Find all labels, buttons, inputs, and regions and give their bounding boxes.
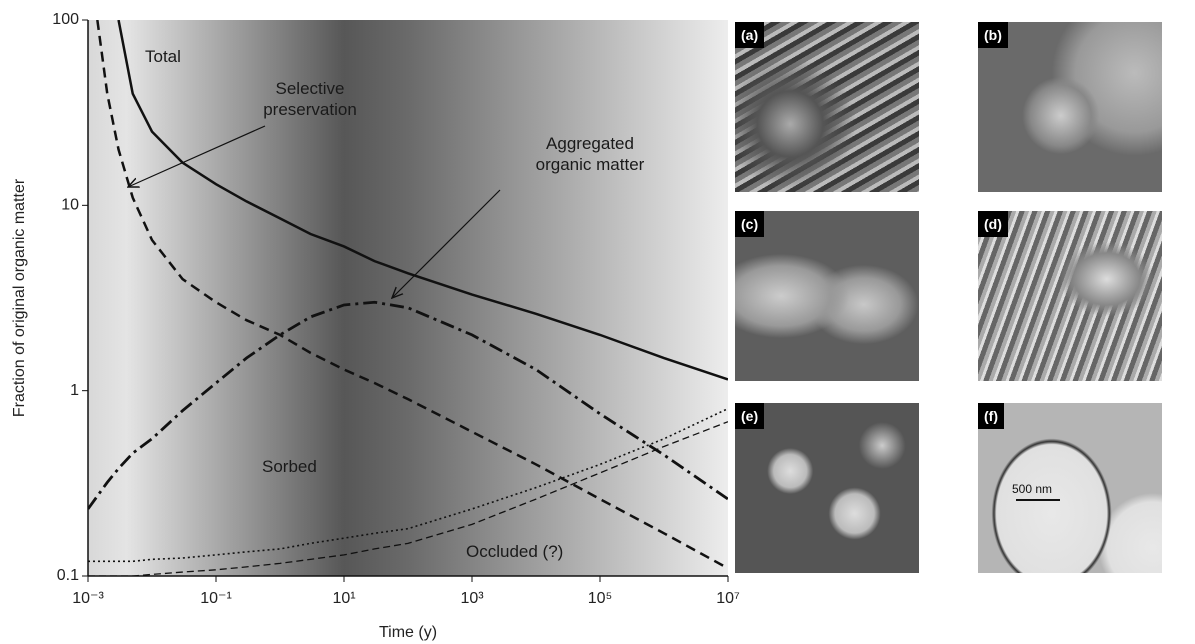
series-label: Selective preservation (250, 78, 370, 120)
y-tick-label: 10 (61, 197, 79, 214)
x-tick-label: 10⁻³ (72, 590, 104, 607)
x-tick-label: 10⁷ (716, 590, 740, 607)
micrograph: (b) (978, 22, 1162, 192)
x-tick-label: 10³ (460, 590, 484, 607)
page: {"chart_data": {"type": "line", "xlabel"… (0, 0, 1195, 644)
micrograph: (a) (735, 22, 919, 192)
plot-background (88, 20, 728, 576)
panel-label: (a) (735, 22, 764, 48)
panel-label: (b) (978, 22, 1008, 48)
series-label: Total (145, 46, 181, 67)
panel-label: (f) (978, 403, 1004, 429)
micrograph: (e) (735, 403, 919, 573)
micrograph: (d) (978, 211, 1162, 381)
scale-bar-label: 500 nm (1012, 482, 1052, 496)
series-label: Occluded (?) (466, 541, 563, 562)
micrograph: (c) (735, 211, 919, 381)
x-axis-label: Time (y) (379, 624, 437, 641)
y-tick-label: 0.1 (57, 567, 79, 584)
series-label: Sorbed (262, 456, 317, 477)
panel-label: (c) (735, 211, 764, 237)
micrograph: (f) 500 nm (978, 403, 1162, 573)
series-label: Aggregated organic matter (525, 133, 655, 175)
scale-bar (1016, 499, 1060, 501)
y-tick-label: 100 (52, 11, 79, 28)
x-tick-label: 10¹ (332, 590, 355, 607)
panel-label: (d) (978, 211, 1008, 237)
panel-label: (e) (735, 403, 764, 429)
y-tick-label: 1 (70, 382, 79, 399)
x-tick-label: 10⁻¹ (200, 590, 232, 607)
x-tick-label: 10⁵ (588, 590, 612, 607)
y-axis-label: Fraction of original organic matter (11, 178, 28, 417)
